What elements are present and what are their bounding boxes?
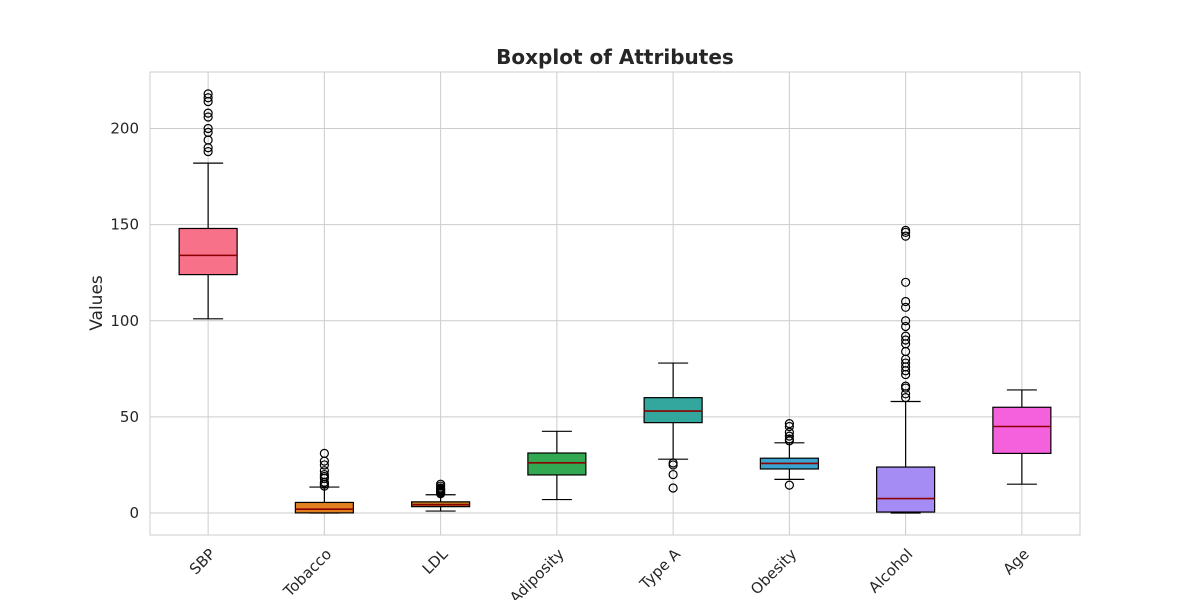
- plot-frame: [149, 71, 1081, 536]
- outlier-point: [319, 448, 329, 459]
- box-iqr: [294, 501, 354, 514]
- box-tobacco: [294, 448, 354, 514]
- box-type-a: [643, 362, 703, 493]
- y-tick-label: 200: [110, 120, 139, 138]
- outlier-point: [901, 358, 911, 368]
- box-iqr: [643, 397, 703, 424]
- outlier-point: [784, 434, 794, 444]
- outlier-point: [668, 458, 678, 468]
- y-tick-label: 50: [120, 408, 139, 426]
- outlier-point: [668, 483, 678, 493]
- outlier-point: [319, 466, 329, 476]
- outlier-point: [203, 112, 213, 122]
- outlier-point: [901, 302, 911, 312]
- box-series: [178, 89, 1052, 514]
- outlier-point: [203, 93, 213, 103]
- outlier-point: [319, 469, 329, 480]
- outlier-point: [203, 89, 213, 99]
- outlier-point: [901, 231, 911, 241]
- box-age: [992, 389, 1052, 485]
- x-tick-label: SBP: [186, 545, 219, 578]
- outlier-point: [203, 146, 213, 157]
- outlier-point: [901, 335, 911, 345]
- outlier-point: [784, 419, 794, 429]
- box-iqr: [876, 466, 936, 513]
- outlier-point: [784, 480, 794, 490]
- outlier-point: [901, 277, 911, 287]
- y-tick-label: 0: [129, 504, 139, 522]
- chart-title: Boxplot of Attributes: [496, 45, 734, 69]
- outlier-point: [901, 381, 911, 391]
- outlier-point: [784, 427, 794, 437]
- y-tick-label: 100: [110, 312, 139, 330]
- x-tick-label: Age: [999, 545, 1032, 578]
- outlier-point: [901, 321, 911, 332]
- box-iqr: [992, 406, 1052, 455]
- x-tick-labels: SBP Tobacco LDL Adiposity Type A Obesity Alcoh…: [186, 545, 1033, 600]
- x-tick-label: Obesity: [747, 545, 800, 598]
- x-tick-label: Alcohol: [865, 545, 916, 596]
- x-tick-label: Adiposity: [506, 545, 568, 600]
- outlier-point: [784, 431, 794, 441]
- outlier-point: [436, 479, 446, 489]
- y-tick-labels: 0 50 100 150 200: [110, 120, 139, 523]
- x-tick-label: LDL: [419, 545, 452, 578]
- y-axis-label: Values: [87, 275, 107, 331]
- outlier-point: [203, 108, 213, 118]
- outlier-point: [901, 331, 911, 341]
- outlier-point: [901, 225, 911, 235]
- outlier-point: [203, 127, 213, 137]
- grid-lines: [150, 72, 1080, 535]
- box-ldl: [411, 479, 471, 512]
- box-sbp: [178, 89, 238, 320]
- box-iqr: [178, 227, 238, 276]
- x-tick-label: Tobacco: [279, 545, 335, 600]
- outlier-point: [203, 123, 213, 134]
- x-tick-label: Type A: [636, 545, 685, 594]
- outlier-point: [901, 316, 911, 326]
- outlier-point: [901, 296, 911, 307]
- y-tick-label: 150: [110, 216, 139, 234]
- outlier-point: [668, 469, 678, 480]
- box-alcohol: [876, 225, 936, 514]
- box-obesity: [759, 419, 819, 490]
- outlier-point: [901, 393, 911, 403]
- outlier-point: [319, 460, 329, 470]
- box-iqr: [527, 452, 587, 476]
- box-adiposity: [527, 430, 587, 501]
- outlier-point: [784, 421, 794, 432]
